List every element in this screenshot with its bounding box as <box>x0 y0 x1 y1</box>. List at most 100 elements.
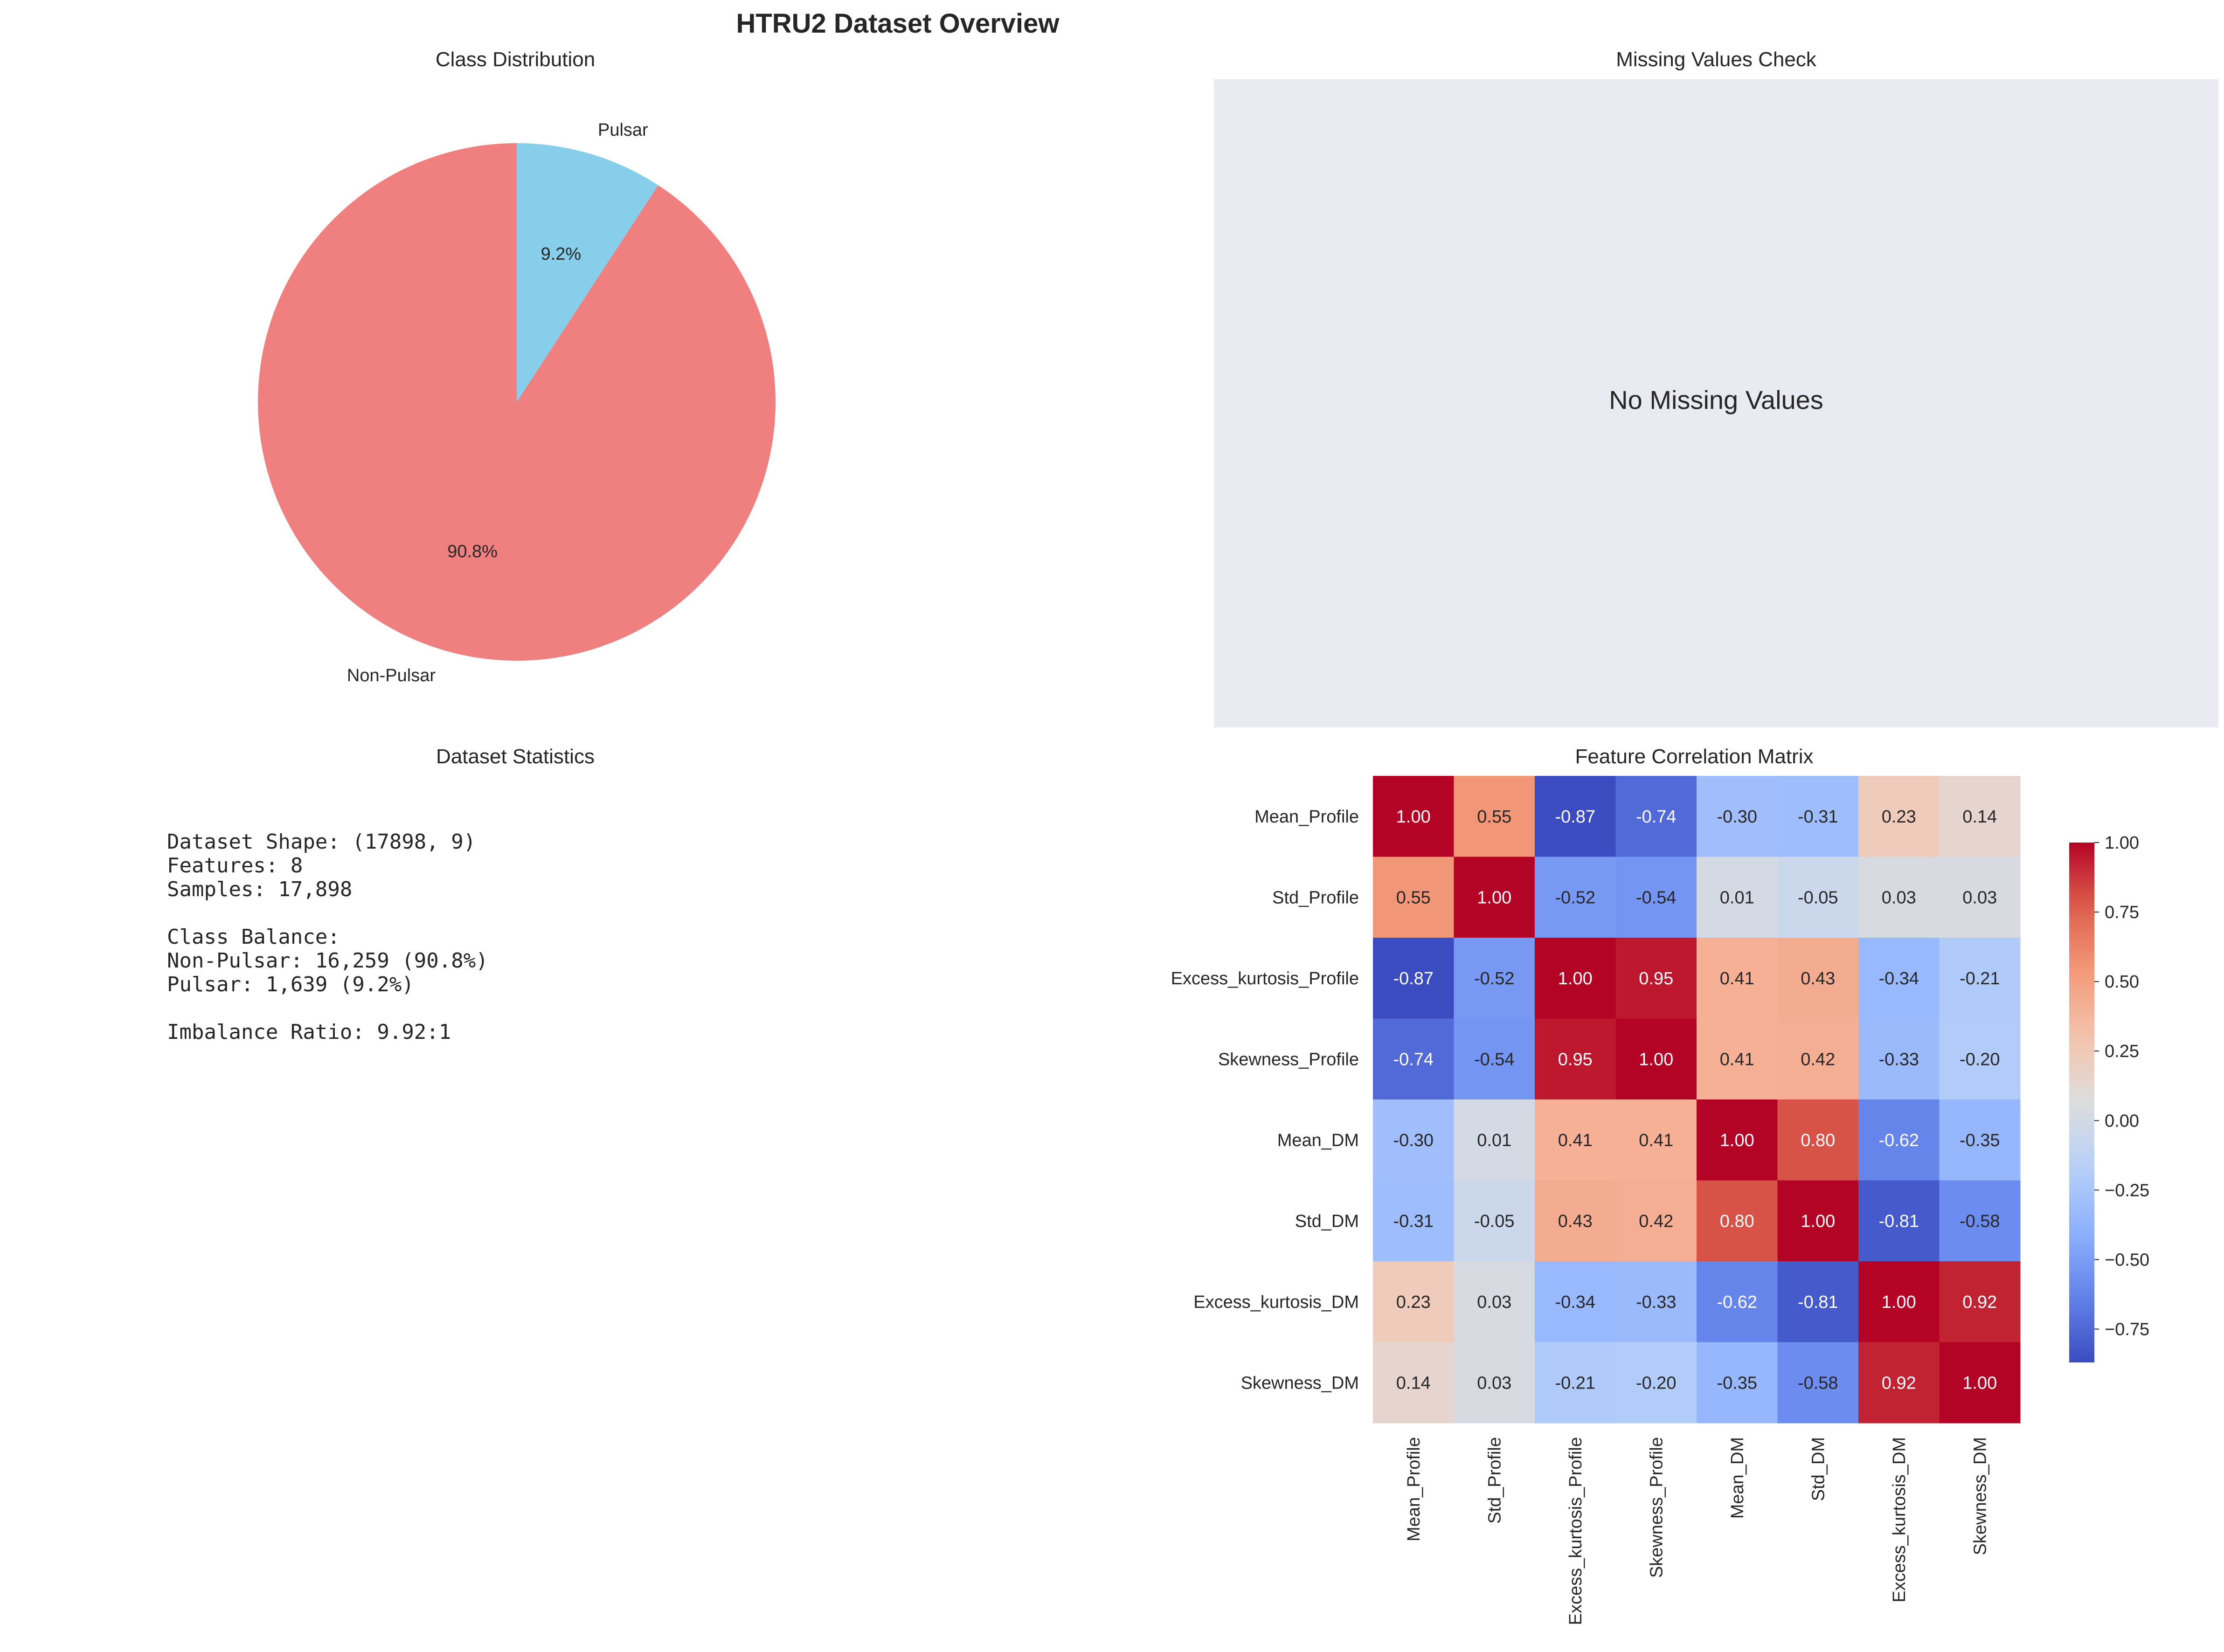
heatmap-cell <box>1454 857 1535 938</box>
heatmap-cell <box>1454 1342 1535 1424</box>
heatmap-cell-value: 0.14 <box>1962 807 1997 827</box>
heatmap-cell <box>1939 1342 2021 1424</box>
heatmap-row-label: Std_Profile <box>1272 888 1359 907</box>
heatmap-cell <box>1939 1261 2021 1342</box>
class-distribution-title: Class Distribution <box>436 48 595 71</box>
pie-chart: 90.8% Non-Pulsar 9.2% Pulsar <box>258 120 776 685</box>
heatmap-cell-value: 0.95 <box>1639 969 1673 988</box>
heatmap-cell <box>1535 938 1616 1019</box>
colorbar-tick-label: 0.75 <box>2105 903 2139 922</box>
heatmap-cell-value: 0.03 <box>1477 1293 1511 1312</box>
heatmap-cell-value: 0.80 <box>1801 1131 1835 1150</box>
statistics-line: Pulsar: 1,639 (9.2%) <box>167 973 414 996</box>
heatmap-cell <box>1535 776 1616 857</box>
heatmap-cell <box>1939 1018 2021 1100</box>
heatmap-cell-value: -0.20 <box>1636 1373 1677 1393</box>
heatmap-cell-value: 0.42 <box>1639 1211 1673 1231</box>
statistics-title: Dataset Statistics <box>436 745 595 768</box>
heatmap-cell <box>1858 1261 1940 1342</box>
heatmap-cell <box>1535 1018 1616 1100</box>
heatmap-cell-value: 0.92 <box>1962 1293 1997 1312</box>
correlation-heatmap: 1.00 0.55 -0.87 -0.74 -0.30 -0.31 0.23 0.14 0.55… <box>1171 776 2021 1625</box>
heatmap-cell <box>1454 938 1535 1019</box>
heatmap-cell-value: -0.33 <box>1878 1050 1919 1069</box>
heatmap-cell-value: -0.87 <box>1393 969 1434 988</box>
heatmap-cell-value: -0.52 <box>1474 969 1515 988</box>
colorbar-tick-label: −0.25 <box>2105 1181 2149 1200</box>
pie-percent-label: 9.2% <box>541 244 582 264</box>
heatmap-cell <box>1373 857 1454 938</box>
heatmap-cell-value: -0.31 <box>1393 1211 1434 1231</box>
heatmap-cell <box>1615 1180 1697 1262</box>
heatmap-cell-value: 0.14 <box>1396 1373 1431 1393</box>
heatmap-cell-value: 1.00 <box>1882 1293 1916 1312</box>
heatmap-cell-value: -0.81 <box>1798 1293 1838 1312</box>
missing-values-plot-area <box>1214 79 2218 727</box>
heatmap-cell <box>1454 1099 1535 1181</box>
correlation-panel: Feature Correlation Matrix 1.00 0.55 -0.87… <box>1171 745 2150 1625</box>
colorbar: 1.00 0.75 0.50 0.25 0.00 −0.25 −0.50 −0.75 <box>2069 833 2149 1362</box>
heatmap-cell-value: 0.42 <box>1801 1050 1835 1069</box>
pie-category-label: Non-Pulsar <box>347 666 436 685</box>
heatmap-column-label: Excess_kurtosis_DM <box>1890 1437 1909 1603</box>
statistics-line: Imbalance Ratio: 9.92:1 <box>167 1020 451 1044</box>
heatmap-cell-value: 0.03 <box>1477 1373 1511 1393</box>
heatmap-cell <box>1454 776 1535 857</box>
heatmap-row-label: Excess_kurtosis_DM <box>1193 1293 1359 1312</box>
heatmap-cell-value: 1.00 <box>1477 888 1511 907</box>
heatmap-row-label: Std_DM <box>1295 1211 1359 1231</box>
heatmap-cell-value: 1.00 <box>1558 969 1593 988</box>
heatmap-cell <box>1697 1018 1778 1100</box>
heatmap-cell <box>1615 1261 1697 1342</box>
heatmap-cell-value: -0.21 <box>1555 1373 1595 1393</box>
heatmap-cell <box>1373 1261 1454 1342</box>
heatmap-cell-value: 1.00 <box>1396 807 1431 827</box>
statistics-line: Features: 8 <box>167 854 303 878</box>
heatmap-cell <box>1373 1180 1454 1262</box>
heatmap-cell <box>1454 1018 1535 1100</box>
heatmap-cell <box>1697 776 1778 857</box>
heatmap-cell <box>1373 1342 1454 1424</box>
heatmap-row-label: Mean_Profile <box>1254 807 1359 827</box>
heatmap-cell <box>1777 1261 1859 1342</box>
correlation-title: Feature Correlation Matrix <box>1575 745 1813 768</box>
heatmap-cell-value: 0.03 <box>1882 888 1916 907</box>
heatmap-cell-value: 0.41 <box>1558 1131 1593 1150</box>
heatmap-cell-value: 1.00 <box>1639 1050 1673 1069</box>
heatmap-cell-value: -0.20 <box>1960 1050 2000 1069</box>
heatmap-column-label: Mean_DM <box>1728 1437 1747 1519</box>
heatmap-cell <box>1373 938 1454 1019</box>
heatmap-cell-value: 0.55 <box>1477 807 1511 827</box>
heatmap-row-label: Mean_DM <box>1277 1131 1359 1150</box>
heatmap-cell-value: -0.62 <box>1717 1293 1757 1312</box>
heatmap-cell-value: 0.41 <box>1720 1050 1754 1069</box>
heatmap-cell <box>1615 857 1697 938</box>
pie-slice-non-pulsar <box>258 143 776 661</box>
heatmap-cell-value: 0.95 <box>1558 1050 1593 1069</box>
colorbar-tick-label: −0.75 <box>2105 1320 2149 1339</box>
heatmap-cell-value: 0.23 <box>1396 1293 1431 1312</box>
heatmap-cell <box>1615 1018 1697 1100</box>
heatmap-column-label: Skewness_Profile <box>1647 1437 1666 1578</box>
heatmap-cell-value: -0.81 <box>1878 1211 1919 1231</box>
heatmap-cell-value: 0.03 <box>1962 888 1997 907</box>
heatmap-cell <box>1939 938 2021 1019</box>
heatmap-cell <box>1697 857 1778 938</box>
colorbar-tick-label: −0.50 <box>2105 1250 2149 1270</box>
figure-title: HTRU2 Dataset Overview <box>736 8 1060 39</box>
heatmap-cell <box>1777 1180 1859 1262</box>
missing-values-message: No Missing Values <box>1609 385 1823 415</box>
heatmap-cell-value: -0.33 <box>1636 1293 1677 1312</box>
heatmap-cell <box>1858 938 1940 1019</box>
heatmap-cell <box>1858 1099 1940 1181</box>
heatmap-cell <box>1939 1099 2021 1181</box>
heatmap-cell-value: -0.35 <box>1717 1373 1757 1393</box>
heatmap-cell-value: 0.41 <box>1720 969 1754 988</box>
heatmap-cell-value: 0.55 <box>1396 888 1431 907</box>
heatmap-column-label: Mean_Profile <box>1404 1437 1424 1541</box>
heatmap-cell <box>1535 1342 1616 1424</box>
heatmap-cell <box>1777 1018 1859 1100</box>
heatmap-cell-value: 0.92 <box>1882 1373 1916 1393</box>
heatmap-cell <box>1535 1180 1616 1262</box>
